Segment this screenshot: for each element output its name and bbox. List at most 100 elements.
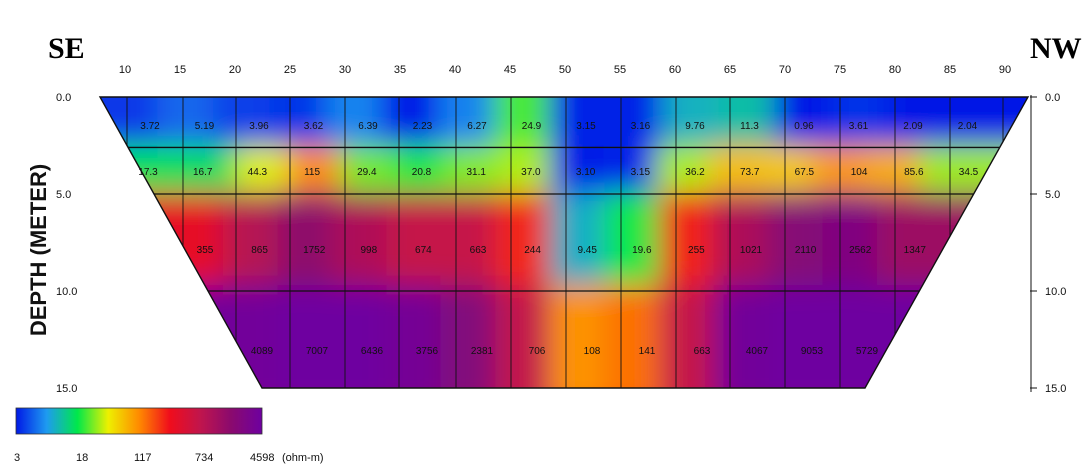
cell-value-label: 34.5	[959, 167, 979, 178]
colorbar-tick-label: 117	[134, 452, 152, 464]
heatmap-body	[100, 97, 1028, 388]
cell-value-label: 6.27	[467, 121, 487, 132]
cell-value-label: 16.7	[193, 167, 213, 178]
y-axis-right: 0.0 5.0 10.0 15.0	[1030, 92, 1066, 395]
cell-value-label: 663	[470, 245, 487, 256]
cell-value-label: 7007	[306, 346, 329, 357]
cell-value-label: 73.7	[740, 167, 760, 178]
x-tick-label: 45	[504, 64, 516, 76]
heat-cell	[823, 285, 986, 388]
x-tick-label: 90	[999, 64, 1011, 76]
cell-value-label: 20.8	[412, 167, 432, 178]
y-tick-label-right: 0.0	[1045, 92, 1060, 104]
y-tick-label-right: 10.0	[1045, 286, 1066, 298]
cell-value-label: 865	[251, 245, 268, 256]
x-tick-label: 65	[724, 64, 736, 76]
heat-cell	[942, 97, 1028, 158]
cell-value-label: 3.16	[631, 121, 651, 132]
cell-value-label: 9053	[801, 346, 824, 357]
cell-value-label: 1752	[303, 245, 326, 256]
cell-value-label: 255	[688, 245, 705, 256]
x-axis-ticks: 10 15 20 25 30 35 40 45 50 55 60 65 70 75 80 85 90	[119, 64, 1011, 76]
x-tick-label: 15	[174, 64, 186, 76]
y-tick-label-left: 15.0	[56, 383, 77, 395]
x-tick-label: 60	[669, 64, 681, 76]
cell-value-label: 3.96	[249, 121, 269, 132]
cell-value-label: 674	[415, 245, 432, 256]
x-tick-label: 25	[284, 64, 296, 76]
x-tick-label: 10	[119, 64, 131, 76]
cell-value-label: 3.15	[631, 167, 651, 178]
cell-value-label: 2110	[795, 245, 817, 256]
cell-value-label: 663	[694, 346, 711, 357]
cell-value-label: 0.96	[794, 121, 814, 132]
heat-cell	[877, 191, 1028, 297]
cell-value-label: 2.23	[413, 121, 433, 132]
colorbar-tick-label: 3	[14, 452, 20, 464]
cell-value-label: 3.10	[576, 167, 596, 178]
cell-value-label: 1347	[904, 245, 927, 256]
label-se: SE	[48, 32, 85, 65]
cell-value-label: 9.45	[577, 245, 597, 256]
cell-value-label: 36.2	[685, 167, 705, 178]
x-tick-label: 80	[889, 64, 901, 76]
cell-value-label: 115	[304, 167, 320, 178]
x-tick-label: 85	[944, 64, 956, 76]
cell-value-label: 2.04	[958, 121, 978, 132]
cell-value-label: 44.3	[248, 167, 268, 178]
y-tick-label-right: 15.0	[1045, 383, 1066, 395]
cell-value-label: 5729	[856, 346, 879, 357]
y-tick-label-left: 5.0	[56, 189, 71, 201]
cell-value-label: 19.6	[632, 245, 652, 256]
cell-value-label: 6436	[361, 346, 384, 357]
cell-value-label: 37.0	[521, 167, 541, 178]
cell-value-label: 706	[529, 346, 546, 357]
colorbar-gradient	[15, 407, 263, 435]
cell-value-label: 104	[851, 167, 868, 178]
x-tick-label: 55	[614, 64, 626, 76]
x-tick-label: 40	[449, 64, 461, 76]
x-tick-label: 35	[394, 64, 406, 76]
cell-value-label: 3756	[416, 346, 439, 357]
cell-value-label: 67.5	[795, 167, 815, 178]
cell-value-label: 29.4	[357, 167, 377, 178]
cell-value-label: 4089	[251, 346, 274, 357]
cell-value-label: 3.62	[304, 121, 324, 132]
cell-value-label: 108	[584, 346, 601, 357]
cell-value-label: 6.39	[358, 121, 378, 132]
x-tick-label: 75	[834, 64, 846, 76]
colorbar-unit: (ohm-m)	[282, 452, 324, 464]
cell-value-label: 244	[524, 245, 541, 256]
cell-value-label: 31.1	[466, 167, 486, 178]
x-tick-label: 20	[229, 64, 241, 76]
cell-value-label: 3.72	[140, 121, 160, 132]
cell-value-label: 3.15	[576, 121, 596, 132]
cell-value-label: 998	[360, 245, 377, 256]
cell-value-label: 85.6	[904, 167, 924, 178]
y-tick-label-left: 10.0	[56, 286, 77, 298]
colorbar-tick-label: 734	[195, 452, 213, 464]
y-axis-title: DEPTH (METER)	[26, 164, 51, 336]
label-nw: NW	[1030, 32, 1082, 65]
cell-value-label: 11.3	[740, 121, 759, 132]
colorbar-tick-label: 4598	[250, 452, 274, 464]
cell-values: 3.72 5.19 3.96 3.62 6.39 2.23 6.27 24.9 3.15 3.16…	[138, 121, 978, 357]
cropped-title-strip	[0, 0, 380, 6]
cell-value-label: 2381	[471, 346, 494, 357]
y-tick-label-left: 0.0	[56, 92, 71, 104]
cell-value-label: 1021	[740, 245, 763, 256]
y-axis-left: 0.0 5.0 10.0 15.0	[56, 92, 77, 395]
x-tick-label: 70	[779, 64, 791, 76]
cell-value-label: 2562	[849, 245, 872, 256]
cell-value-label: 3.61	[849, 121, 869, 132]
colorbar: 3 18 117 734 4598 (ohm-m)	[14, 407, 324, 464]
section-outline	[98, 96, 1030, 389]
cell-value-label: 2.09	[903, 121, 923, 132]
x-tick-label: 30	[339, 64, 351, 76]
cell-value-label: 9.76	[685, 121, 705, 132]
cell-value-label: 355	[197, 245, 214, 256]
cell-value-label: 5.19	[195, 121, 215, 132]
cell-value-label: 17.3	[138, 167, 158, 178]
x-tick-label: 50	[559, 64, 571, 76]
